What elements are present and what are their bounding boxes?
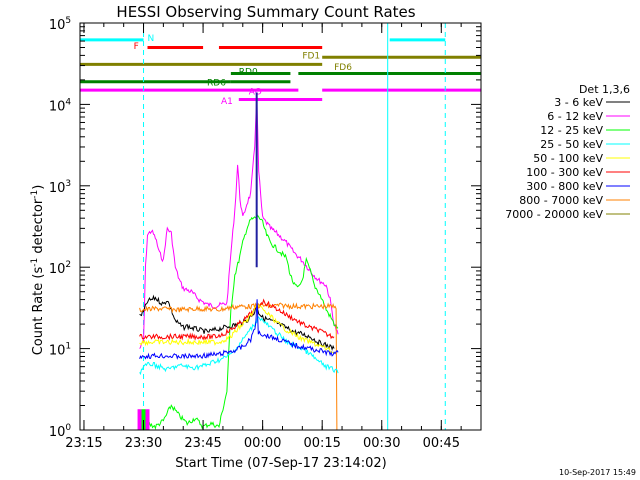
plot-frame	[79, 22, 482, 431]
flag-label: AO	[249, 87, 262, 97]
legend-label: 7000 - 20000 keV	[505, 208, 603, 221]
x-tick-label: 00:30	[363, 436, 400, 451]
x-tick-label: 00:45	[423, 436, 460, 451]
series-lines	[137, 92, 339, 431]
x-tick-label: 23:45	[184, 436, 221, 451]
y-tick-label: 105	[49, 16, 71, 33]
flag-bars: NF FD1 FD6 RD0 RD6 AO A1	[80, 34, 481, 107]
x-tick-label: 00:15	[303, 436, 340, 451]
y-tick-label: 102	[49, 260, 71, 277]
x-axis-label: Start Time (07-Sep-17 23:14:02)	[175, 456, 386, 471]
legend-label: 12 - 25 keV	[540, 124, 603, 137]
chart-title: HESSI Observing Summary Count Rates	[116, 3, 415, 21]
y-tick-label: 104	[49, 97, 72, 114]
bottom-data-mark	[141, 409, 146, 430]
flag-label: F	[134, 42, 139, 52]
series-line-12-25	[139, 214, 339, 431]
timestamp: 10-Sep-2017 15:49	[559, 468, 636, 477]
x-tick-label: 23:15	[65, 436, 102, 451]
legend-label: 3 - 6 keV	[554, 96, 603, 109]
flag-label: A1	[221, 97, 233, 107]
y-axis-ticks: 100 101 102 103 104 105	[49, 16, 481, 440]
series-line-300-800	[139, 299, 339, 360]
legend-label: 800 - 7000 keV	[519, 194, 603, 207]
flag-label: FD1	[302, 51, 320, 61]
reference-lines	[143, 23, 446, 430]
x-axis-ticks: 23:15 23:30 23:45 00:00 00:15 00:30 00:45	[65, 23, 462, 451]
x-tick-label: 00:00	[244, 436, 281, 451]
y-tick-label: 103	[49, 179, 71, 196]
legend-label: 50 - 100 keV	[533, 152, 603, 165]
flag-label: N	[147, 34, 154, 44]
series-line-100-300	[139, 298, 335, 341]
legend-label: 25 - 50 keV	[540, 138, 603, 151]
flag-label: RD6	[207, 79, 226, 89]
y-tick-label: 100	[49, 423, 72, 440]
y-tick-label: 101	[49, 342, 71, 359]
legend-label: 100 - 300 keV	[526, 166, 603, 179]
y-axis-label: Count Rate (s-1 detector-1)	[30, 185, 46, 356]
legend-title: Det 1,3,6	[579, 83, 630, 96]
series-line-50-100	[139, 302, 335, 354]
series-line-800-7000	[139, 302, 338, 431]
x-tick-label: 23:30	[125, 436, 162, 451]
legend-label: 300 - 800 keV	[526, 180, 603, 193]
bottom-data-mark	[137, 409, 142, 430]
bottom-data-mark	[145, 409, 150, 430]
legend-label: 6 - 12 keV	[547, 110, 603, 123]
flag-label: RD0	[239, 67, 258, 77]
flag-label: FD6	[334, 63, 352, 73]
